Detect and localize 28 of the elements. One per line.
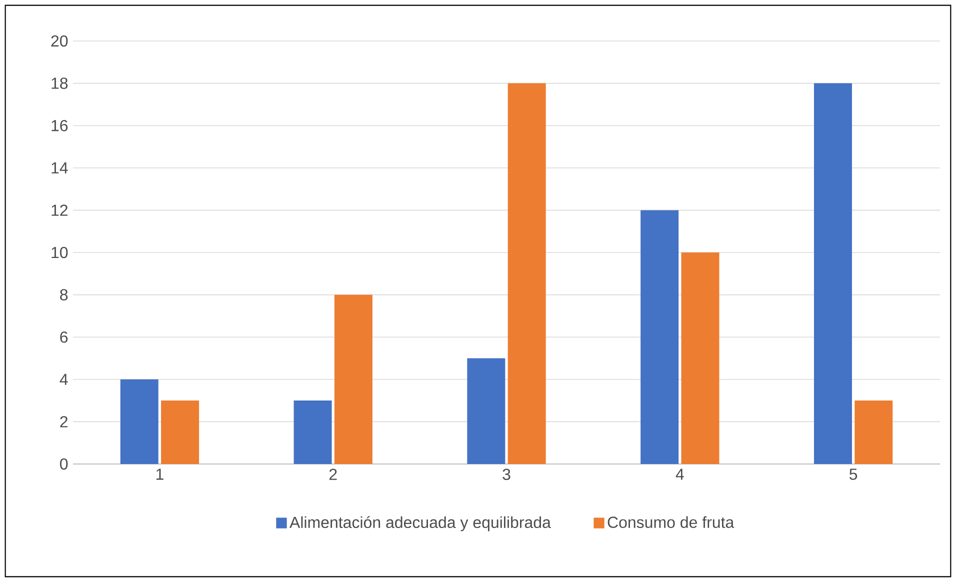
- bar: [854, 400, 893, 464]
- y-tick-label: 18: [52, 78, 68, 89]
- bar: [334, 294, 372, 464]
- y-tick-label: 4: [60, 374, 68, 385]
- y-tick-label: 6: [60, 331, 68, 343]
- bar: [467, 358, 506, 464]
- x-tick-label: 5: [850, 468, 858, 480]
- y-tick-label: 10: [52, 246, 68, 258]
- bar: [640, 210, 679, 464]
- bar: [814, 83, 852, 464]
- legend-label: Alimentación adecuada y equilibrada: [290, 516, 551, 532]
- x-tick-label: 2: [329, 468, 337, 480]
- y-tick-label: 20: [51, 35, 68, 47]
- y-tick-label: 0: [60, 458, 68, 470]
- bar: [161, 400, 200, 464]
- y-tick-label: 12: [52, 204, 68, 216]
- legend-label: Consumo de fruta: [608, 516, 734, 528]
- y-tick-label: 8: [60, 289, 68, 300]
- bar: [120, 379, 158, 464]
- y-tick-label: 14: [52, 162, 68, 174]
- y-tick-label: 2: [60, 416, 68, 428]
- x-tick-label: 1: [156, 468, 164, 480]
- bar: [294, 400, 332, 464]
- bar: [508, 83, 546, 464]
- y-tick-label: 16: [52, 120, 68, 132]
- x-tick-label: 3: [502, 468, 510, 480]
- bar: [681, 252, 720, 464]
- x-tick-label: 4: [676, 468, 684, 480]
